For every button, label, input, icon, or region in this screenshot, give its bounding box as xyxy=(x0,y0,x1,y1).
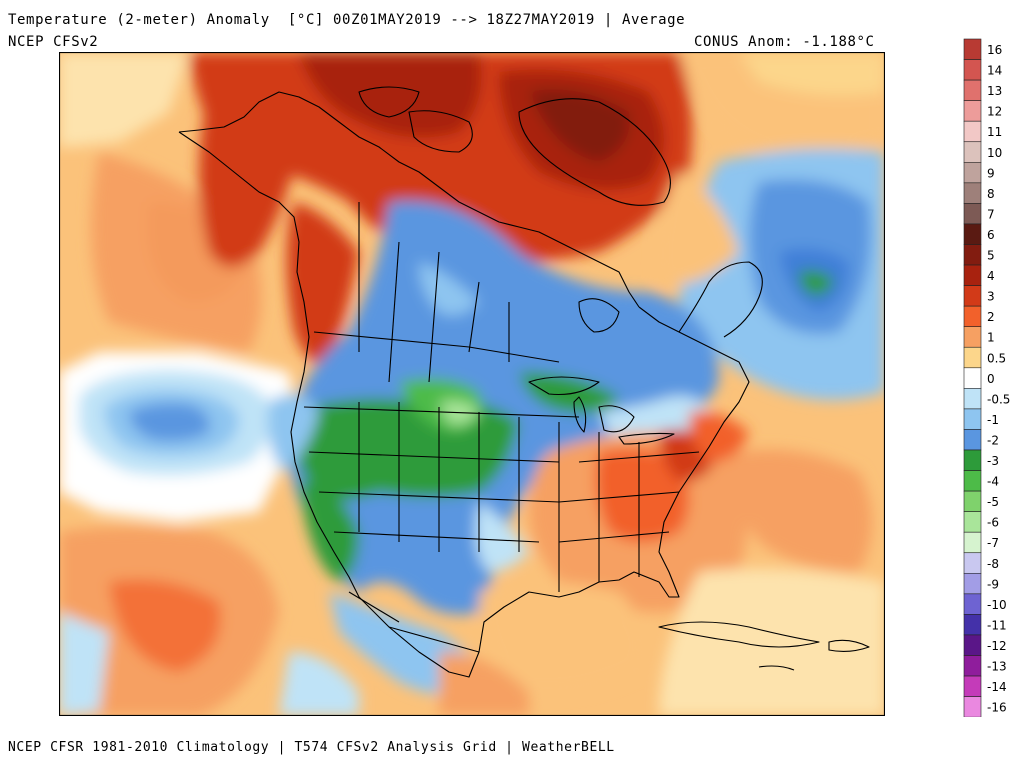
legend-swatch xyxy=(963,470,982,492)
legend-swatch xyxy=(963,203,982,225)
legend-label: -1 xyxy=(987,413,999,427)
legend-swatch xyxy=(963,634,982,656)
legend-label: 8 xyxy=(987,187,995,201)
legend-label: 4 xyxy=(987,269,995,283)
legend-label: -2 xyxy=(987,433,999,447)
legend-swatch xyxy=(963,223,982,245)
legend-label: 6 xyxy=(987,228,995,242)
legend-swatch xyxy=(963,182,982,204)
legend-swatch xyxy=(963,367,982,389)
legend-label: 3 xyxy=(987,290,995,304)
legend-label: -8 xyxy=(987,557,999,571)
legend-label: -6 xyxy=(987,516,999,530)
legend-label: -13 xyxy=(987,660,1007,674)
legend-swatch xyxy=(963,675,982,697)
legend-label: 2 xyxy=(987,310,995,324)
legend-swatch xyxy=(963,79,982,101)
legend-swatch xyxy=(963,655,982,677)
legend-label: -0.5 xyxy=(987,392,1010,406)
legend-swatch xyxy=(963,346,982,369)
legend-swatch xyxy=(963,388,982,410)
legend-label: 12 xyxy=(987,105,1002,119)
legend-label: -11 xyxy=(987,618,1007,632)
legend-swatch xyxy=(963,614,982,636)
legend-swatch xyxy=(963,696,982,718)
legend-label: 14 xyxy=(987,64,1002,78)
legend-swatch xyxy=(963,100,982,122)
legend-label: -9 xyxy=(987,577,999,591)
anomaly-map xyxy=(59,52,885,716)
legend-label: 7 xyxy=(987,207,995,221)
legend-swatch xyxy=(963,552,982,574)
legend-swatch xyxy=(963,408,982,430)
legend-swatch xyxy=(963,162,982,184)
legend-swatch xyxy=(963,511,982,533)
legend-label: 5 xyxy=(987,249,995,263)
legend-label: 0.5 xyxy=(987,351,1006,365)
legend-swatch xyxy=(963,59,982,81)
legend-label: -5 xyxy=(987,495,999,509)
legend-label: 10 xyxy=(987,146,1002,160)
legend-label: -14 xyxy=(987,680,1007,694)
legend-swatch xyxy=(963,305,982,327)
legend-label: -16 xyxy=(987,701,1007,715)
legend-swatch xyxy=(963,449,982,471)
legend-label: 11 xyxy=(987,125,1002,139)
conus-anomaly-value: CONUS Anom: -1.188°C xyxy=(694,34,875,50)
legend-label: 0 xyxy=(987,372,995,386)
footer-credits: NCEP CFSR 1981-2010 Climatology | T574 C… xyxy=(8,740,615,755)
legend-swatch xyxy=(963,490,982,512)
legend-label: -7 xyxy=(987,536,999,550)
legend-label: 9 xyxy=(987,166,995,180)
map-title: Temperature (2-meter) Anomaly [°C] 00Z01… xyxy=(8,12,686,28)
legend-swatch xyxy=(963,141,982,163)
legend-label: -12 xyxy=(987,639,1007,653)
legend-swatch xyxy=(963,285,982,307)
legend-label: -10 xyxy=(987,598,1007,612)
legend-label: -4 xyxy=(987,475,999,489)
model-name: NCEP CFSv2 xyxy=(8,34,99,50)
legend-swatch xyxy=(963,264,982,286)
color-scale-legend: 16 14 13 12 11 10 9 8 7 6 5 4 3 2 1 0.5 0 -0.5 -1 -2 -3 -4 -5 -… xyxy=(963,37,1018,718)
legend-swatch xyxy=(963,38,982,60)
legend-label: 1 xyxy=(987,331,995,345)
legend-label: -3 xyxy=(987,454,999,468)
legend-swatch xyxy=(963,244,982,266)
legend-label: 16 xyxy=(987,43,1002,57)
legend-swatch xyxy=(963,326,982,348)
legend-swatch xyxy=(963,593,982,615)
legend-swatch xyxy=(963,531,982,554)
legend-swatch xyxy=(963,120,982,143)
legend-swatch xyxy=(963,429,982,451)
legend-label: 13 xyxy=(987,84,1002,98)
legend-swatch xyxy=(963,572,982,595)
